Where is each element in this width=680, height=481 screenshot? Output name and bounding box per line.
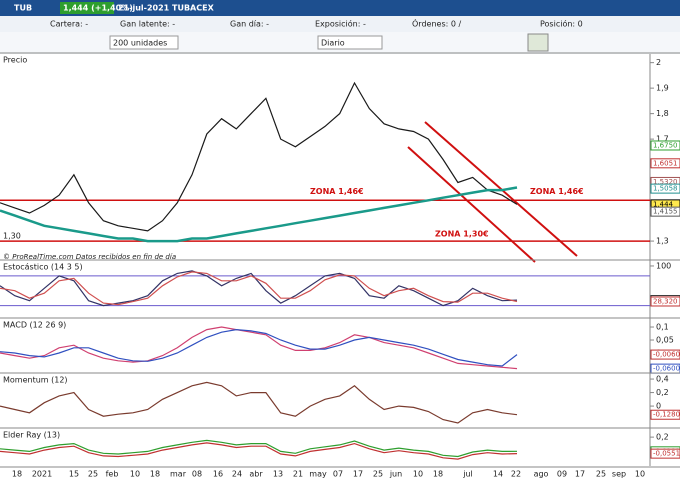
- x-tick-label: 10: [413, 470, 423, 479]
- price-label: 1,5058: [653, 185, 678, 193]
- x-tick-label: 09: [557, 470, 567, 479]
- quote: 1,444 (+1,40%): [63, 4, 133, 13]
- stat: Órdenes: 0 /: [412, 18, 461, 29]
- x-tick-label: 14: [493, 470, 503, 479]
- y-tick-label: 1,8: [656, 109, 669, 118]
- zone-label: ZONA 1,46€: [310, 187, 364, 196]
- y-tick-label: 1,7: [656, 135, 669, 144]
- stat: Cartera: -: [50, 20, 88, 29]
- x-tick-label: 24: [232, 470, 242, 479]
- units: 200 unidades: [113, 39, 167, 48]
- price-label: 1,6051: [653, 159, 678, 167]
- price-box: [650, 158, 680, 169]
- panel-title: Estocástico (14 3 5): [3, 263, 83, 272]
- series-line: [0, 326, 518, 370]
- price-label: -0,0060: [653, 351, 680, 359]
- price-box: [650, 349, 680, 360]
- trend-line: [407, 146, 536, 263]
- period-select[interactable]: [317, 35, 383, 50]
- zone-label: ZONA 1,30€: [435, 230, 489, 239]
- x-tick-label: 18: [433, 470, 443, 479]
- price-label: 1,444: [653, 200, 674, 208]
- series-line: [0, 328, 518, 367]
- x-tick-label: abr: [249, 470, 263, 479]
- series-line: [0, 270, 518, 307]
- x-tick-label: 17: [353, 470, 363, 479]
- units-select[interactable]: [109, 35, 179, 50]
- x-tick-label: 2021: [32, 470, 52, 479]
- series-line: [0, 271, 518, 306]
- x-tick-label: 21: [293, 470, 303, 479]
- y-tick-label: 2: [656, 58, 661, 67]
- y-tick-label: 1,9: [656, 84, 669, 93]
- series-line: [0, 439, 518, 458]
- quote-box: [60, 2, 114, 14]
- x-tick-label: 22: [511, 470, 521, 479]
- price-box: [650, 183, 680, 194]
- stat: Posición: 0: [540, 19, 583, 29]
- y-tick-label: 1,3: [656, 237, 669, 246]
- series-line: [0, 381, 518, 424]
- price-label: 28,320: [653, 297, 678, 305]
- series-line: [0, 442, 518, 460]
- price-label: 1,4155: [653, 208, 678, 216]
- price-box: [650, 409, 680, 420]
- x-tick-label: feb: [106, 470, 119, 479]
- x-tick-label: 10: [130, 470, 140, 479]
- x-tick-label: mar: [170, 470, 187, 479]
- y-tick-label: 0,4: [656, 375, 669, 384]
- panel-title: MACD (12 26 9): [3, 321, 66, 330]
- y-tick-label: 0,2: [656, 388, 669, 397]
- x-tick-label: may: [309, 470, 327, 479]
- x-tick-label: 07: [333, 470, 343, 479]
- price-box: [650, 206, 680, 217]
- x-tick-label: 25: [596, 470, 606, 479]
- price-label: -0,0551: [653, 450, 680, 458]
- x-tick-label: 17: [575, 470, 585, 479]
- x-tick-label: 25: [88, 470, 98, 479]
- y-tick-label: 0,1: [656, 323, 669, 332]
- x-tick-label: jun: [389, 470, 402, 479]
- x-tick-label: jul: [462, 470, 473, 479]
- price-box: [650, 448, 680, 459]
- price-box: [650, 140, 680, 151]
- x-tick-label: 25: [373, 470, 383, 479]
- period: Diario: [321, 39, 345, 48]
- x-tick-label: sep: [612, 470, 626, 479]
- series-line: [0, 186, 518, 243]
- price-label: 1,6750: [653, 141, 678, 149]
- ticker: TUB: [14, 4, 32, 13]
- y-tick-label: 0,05: [656, 336, 674, 345]
- stats-bar: [0, 16, 680, 32]
- date-name: 21-jul-2021 TUBACEX: [118, 4, 215, 13]
- title-bar: [0, 0, 680, 16]
- price-label: 1,5320: [653, 178, 678, 186]
- panel-title: Momentum (12): [3, 376, 68, 385]
- x-tick-label: 16: [213, 470, 223, 479]
- price-label: -0,1280: [653, 411, 680, 419]
- stat: Exposición: -: [315, 19, 366, 29]
- x-tick-label: 18: [12, 470, 22, 479]
- left-tick-label: 1,30: [3, 232, 21, 241]
- price-box: [650, 296, 680, 307]
- y-tick-label: 0,2: [656, 433, 669, 442]
- stat: Gan día: -: [230, 20, 269, 29]
- indicator-button[interactable]: [527, 33, 549, 52]
- stat: Gan latente: -: [120, 20, 175, 29]
- x-tick-label: 15: [69, 470, 79, 479]
- x-tick-label: 13: [273, 470, 283, 479]
- y-tick-label: 100: [656, 261, 671, 270]
- x-tick-label: 18: [150, 470, 160, 479]
- panel-title: Elder Ray (13): [3, 431, 60, 440]
- y-tick-label: 0: [656, 402, 661, 411]
- zone-label: ZONA 1,46€: [530, 187, 584, 196]
- footer: © ProRealTime.com Datos recibidos en fin…: [3, 253, 176, 261]
- x-tick-label: ago: [534, 470, 549, 479]
- panel-title: Precio: [3, 56, 27, 65]
- price-label: -0,0600: [653, 365, 680, 373]
- series-line: [0, 81, 518, 232]
- x-tick-label: 10: [635, 470, 645, 479]
- x-tick-label: 08: [192, 470, 202, 479]
